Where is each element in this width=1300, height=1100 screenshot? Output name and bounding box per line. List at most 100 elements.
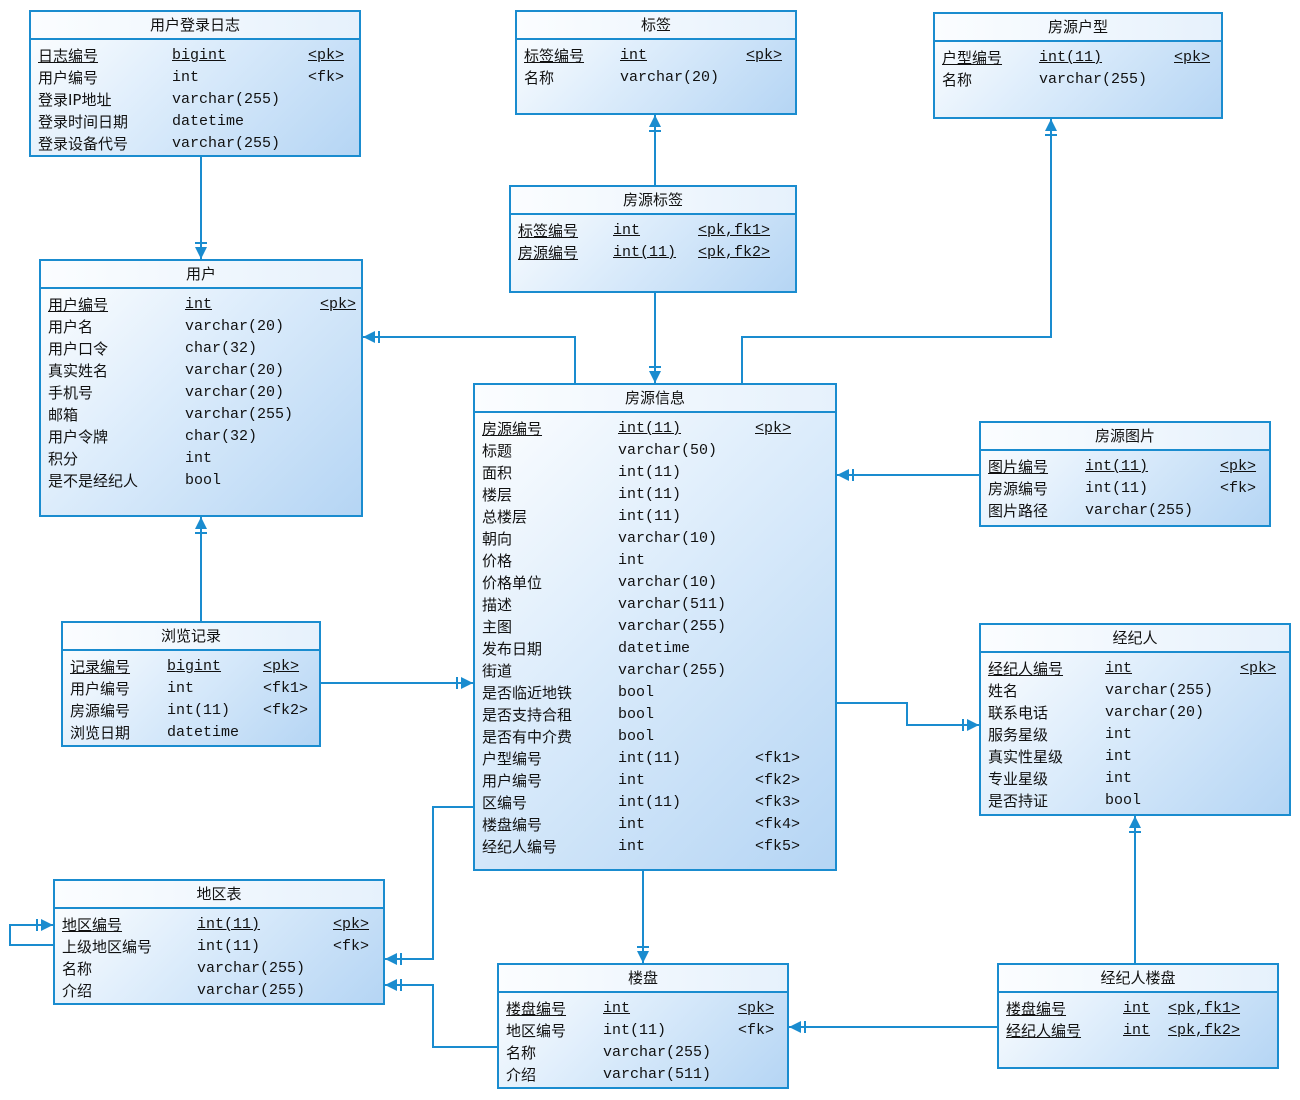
column-row: 是否临近地铁 bool: [482, 682, 828, 704]
entity-title: 房源图片: [981, 423, 1269, 451]
column-row: 图片路径 varchar(255): [988, 500, 1262, 522]
entity-house-image[interactable]: 房源图片 图片编号 int(11) <pk> 房源编号 int(11) <fk> 图片路径 va…: [979, 421, 1271, 527]
entity-login-log[interactable]: 用户登录日志 日志编号 bigint <pk> 用户编号 int <fk> 登录IP地址 var…: [29, 10, 361, 157]
column-key: <pk>: [333, 916, 370, 933]
column-key: <pk,fk1>: [1168, 1000, 1241, 1017]
column-name: 邮箱: [48, 406, 79, 424]
column-name: 用户口令: [48, 340, 109, 358]
column-name: 是否有中介费: [482, 728, 573, 746]
relationship-line: [385, 984, 497, 1048]
column-row: 名称 varchar(255): [506, 1042, 780, 1064]
entity-browse-record[interactable]: 浏览记录 记录编号 bigint <pk> 用户编号 int <fk1> 房源编号 int(11…: [61, 621, 321, 747]
column-name: 价格单位: [482, 574, 543, 592]
column-name: 标题: [482, 442, 513, 460]
column-name: 用户编号: [48, 296, 109, 314]
column-key: <pk>: [746, 47, 783, 64]
column-name: 描述: [482, 596, 513, 614]
column-type: int: [618, 552, 646, 569]
column-name: 街道: [482, 662, 513, 680]
column-row: 户型编号 int(11) <fk1>: [482, 748, 828, 770]
column-name: 名称: [506, 1044, 537, 1062]
column-type: int: [1105, 770, 1133, 787]
relationship-house-info-to-agent: [837, 702, 979, 731]
column-row: 介绍 varchar(255): [62, 980, 376, 1002]
column-type: varchar(511): [618, 596, 727, 613]
entity-house-info[interactable]: 房源信息 房源编号 int(11) <pk> 标题 varchar(50) 面积 int(11…: [473, 383, 837, 871]
column-key: <pk>: [263, 658, 300, 675]
column-type: datetime: [167, 724, 240, 741]
column-row: 标题 varchar(50): [482, 440, 828, 462]
column-key: <fk4>: [755, 816, 801, 833]
column-type: int: [620, 47, 648, 64]
entity-building[interactable]: 楼盘 楼盘编号 int <pk> 地区编号 int(11) <fk> 名称 varchar(25…: [497, 963, 789, 1089]
column-row: 联系电话 varchar(20): [988, 702, 1282, 724]
column-row: 朝向 varchar(10): [482, 528, 828, 550]
column-row: 手机号 varchar(20): [48, 382, 354, 404]
column-type: varchar(255): [1105, 682, 1214, 699]
entity-region[interactable]: 地区表 地区编号 int(11) <pk> 上级地区编号 int(11) <fk> 名称 var…: [53, 879, 385, 1005]
column-name: 服务星级: [988, 726, 1049, 744]
column-type: int: [618, 838, 646, 855]
column-key: <pk>: [755, 420, 792, 437]
entity-agent[interactable]: 经纪人 经纪人编号 int <pk> 姓名 varchar(255) 联系电话 varchar…: [979, 623, 1291, 816]
column-row: 经纪人编号 int <fk5>: [482, 836, 828, 858]
column-type: varchar(20): [185, 384, 285, 401]
column-key: <pk>: [1220, 458, 1257, 475]
column-type: varchar(255): [1039, 71, 1148, 88]
column-key: <fk2>: [755, 772, 801, 789]
column-name: 用户编号: [70, 680, 131, 698]
entity-title: 房源户型: [935, 14, 1221, 42]
column-type: bool: [618, 728, 655, 745]
column-row: 发布日期 datetime: [482, 638, 828, 660]
column-type: int(11): [613, 244, 677, 261]
arrowhead-icon: [363, 331, 375, 343]
column-row: 街道 varchar(255): [482, 660, 828, 682]
entity-tag[interactable]: 标签 标签编号 int <pk> 名称 varchar(20): [515, 10, 797, 115]
column-name: 介绍: [62, 982, 93, 1000]
column-key: <fk>: [333, 938, 370, 955]
column-type: varchar(20): [620, 69, 720, 86]
column-name: 总楼层: [482, 508, 528, 526]
column-row: 描述 varchar(511): [482, 594, 828, 616]
column-key: <pk,fk2>: [698, 244, 771, 261]
column-row: 价格 int: [482, 550, 828, 572]
column-type: int: [618, 816, 646, 833]
relationship-house-tag-to-tag: [649, 115, 661, 185]
column-type: varchar(255): [603, 1044, 712, 1061]
column-name: 记录编号: [70, 658, 131, 676]
column-row: 是否有中介费 bool: [482, 726, 828, 748]
column-type: varchar(255): [197, 982, 306, 999]
column-row: 真实性星级 int: [988, 746, 1282, 768]
column-key: <fk1>: [755, 750, 801, 767]
column-row: 用户令牌 char(32): [48, 426, 354, 448]
column-row: 浏览日期 datetime: [70, 722, 312, 744]
relationship-login-log-to-user: [195, 157, 207, 259]
column-type: varchar(255): [172, 91, 281, 108]
arrowhead-icon: [789, 1021, 801, 1033]
column-name: 房源编号: [482, 420, 543, 438]
column-type: varchar(511): [603, 1066, 712, 1083]
column-row: 用户编号 int <fk>: [38, 67, 352, 89]
column-type: int(11): [197, 916, 261, 933]
column-row: 经纪人编号 int <pk,fk2>: [1006, 1020, 1270, 1042]
column-row: 是否持证 bool: [988, 790, 1282, 812]
column-name: 价格: [482, 552, 513, 570]
entity-user[interactable]: 用户 用户编号 int <pk> 用户名 varchar(20) 用户口令 char(32) 真…: [39, 259, 363, 517]
column-name: 用户编号: [38, 69, 99, 87]
entity-title: 用户登录日志: [31, 12, 359, 40]
column-type: char(32): [185, 340, 258, 357]
entity-title: 地区表: [55, 881, 383, 909]
column-name: 楼盘编号: [482, 816, 543, 834]
column-row: 服务星级 int: [988, 724, 1282, 746]
entity-house-type[interactable]: 房源户型 户型编号 int(11) <pk> 名称 varchar(255): [933, 12, 1223, 119]
column-row: 用户编号 int <pk>: [48, 294, 356, 316]
column-type: int: [167, 680, 195, 697]
column-name: 朝向: [482, 530, 513, 548]
column-name: 房源编号: [518, 244, 579, 262]
column-key: <pk>: [1240, 660, 1277, 677]
column-name: 标签编号: [524, 47, 585, 65]
entity-house-tag[interactable]: 房源标签 标签编号 int <pk,fk1> 房源编号 int(11) <pk,fk2>: [509, 185, 797, 293]
column-name: 联系电话: [988, 704, 1049, 722]
column-key: <pk>: [738, 1000, 775, 1017]
entity-agent-building[interactable]: 经纪人楼盘 楼盘编号 int <pk,fk1> 经纪人编号 int <pk,fk2>: [997, 963, 1279, 1069]
